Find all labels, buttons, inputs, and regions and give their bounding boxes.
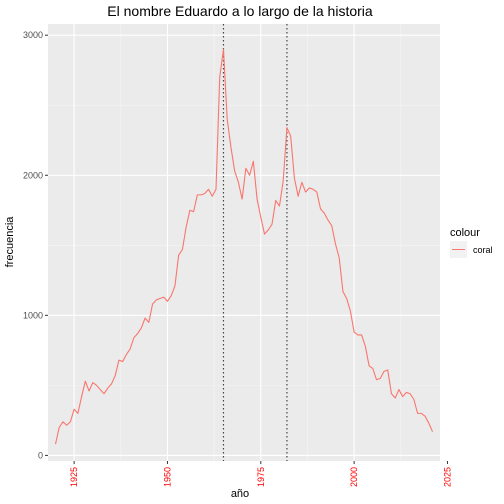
y-tick-label: 2000 — [23, 170, 43, 180]
series-line-coral — [54, 48, 434, 445]
x-axis-title: año — [231, 488, 249, 500]
y-tick-label: 3000 — [23, 30, 43, 40]
x-tick-label: 2000 — [349, 467, 359, 487]
grid-minor — [48, 24, 440, 461]
grid-major — [48, 24, 449, 461]
chart-title: El nombre Eduardo a lo largo de la histo… — [107, 3, 373, 19]
y-tick-label: 0 — [38, 450, 43, 460]
y-axis: 0 1000 2000 3000 — [23, 30, 48, 460]
legend: colour coral — [450, 227, 493, 258]
x-axis: 1925 1950 1975 2000 2025 — [69, 461, 452, 487]
reference-lines — [222, 24, 288, 461]
y-axis-title: frecuencia — [4, 216, 16, 268]
y-tick-label: 1000 — [23, 310, 43, 320]
series-layer — [54, 48, 434, 445]
plot-panel — [48, 24, 440, 461]
x-tick-label: 1975 — [256, 467, 266, 487]
x-tick-label: 1925 — [69, 467, 79, 487]
legend-title: colour — [450, 227, 480, 239]
x-tick-label: 2025 — [442, 467, 452, 487]
x-tick-label: 1950 — [162, 467, 172, 487]
legend-label-coral: coral — [473, 245, 493, 255]
